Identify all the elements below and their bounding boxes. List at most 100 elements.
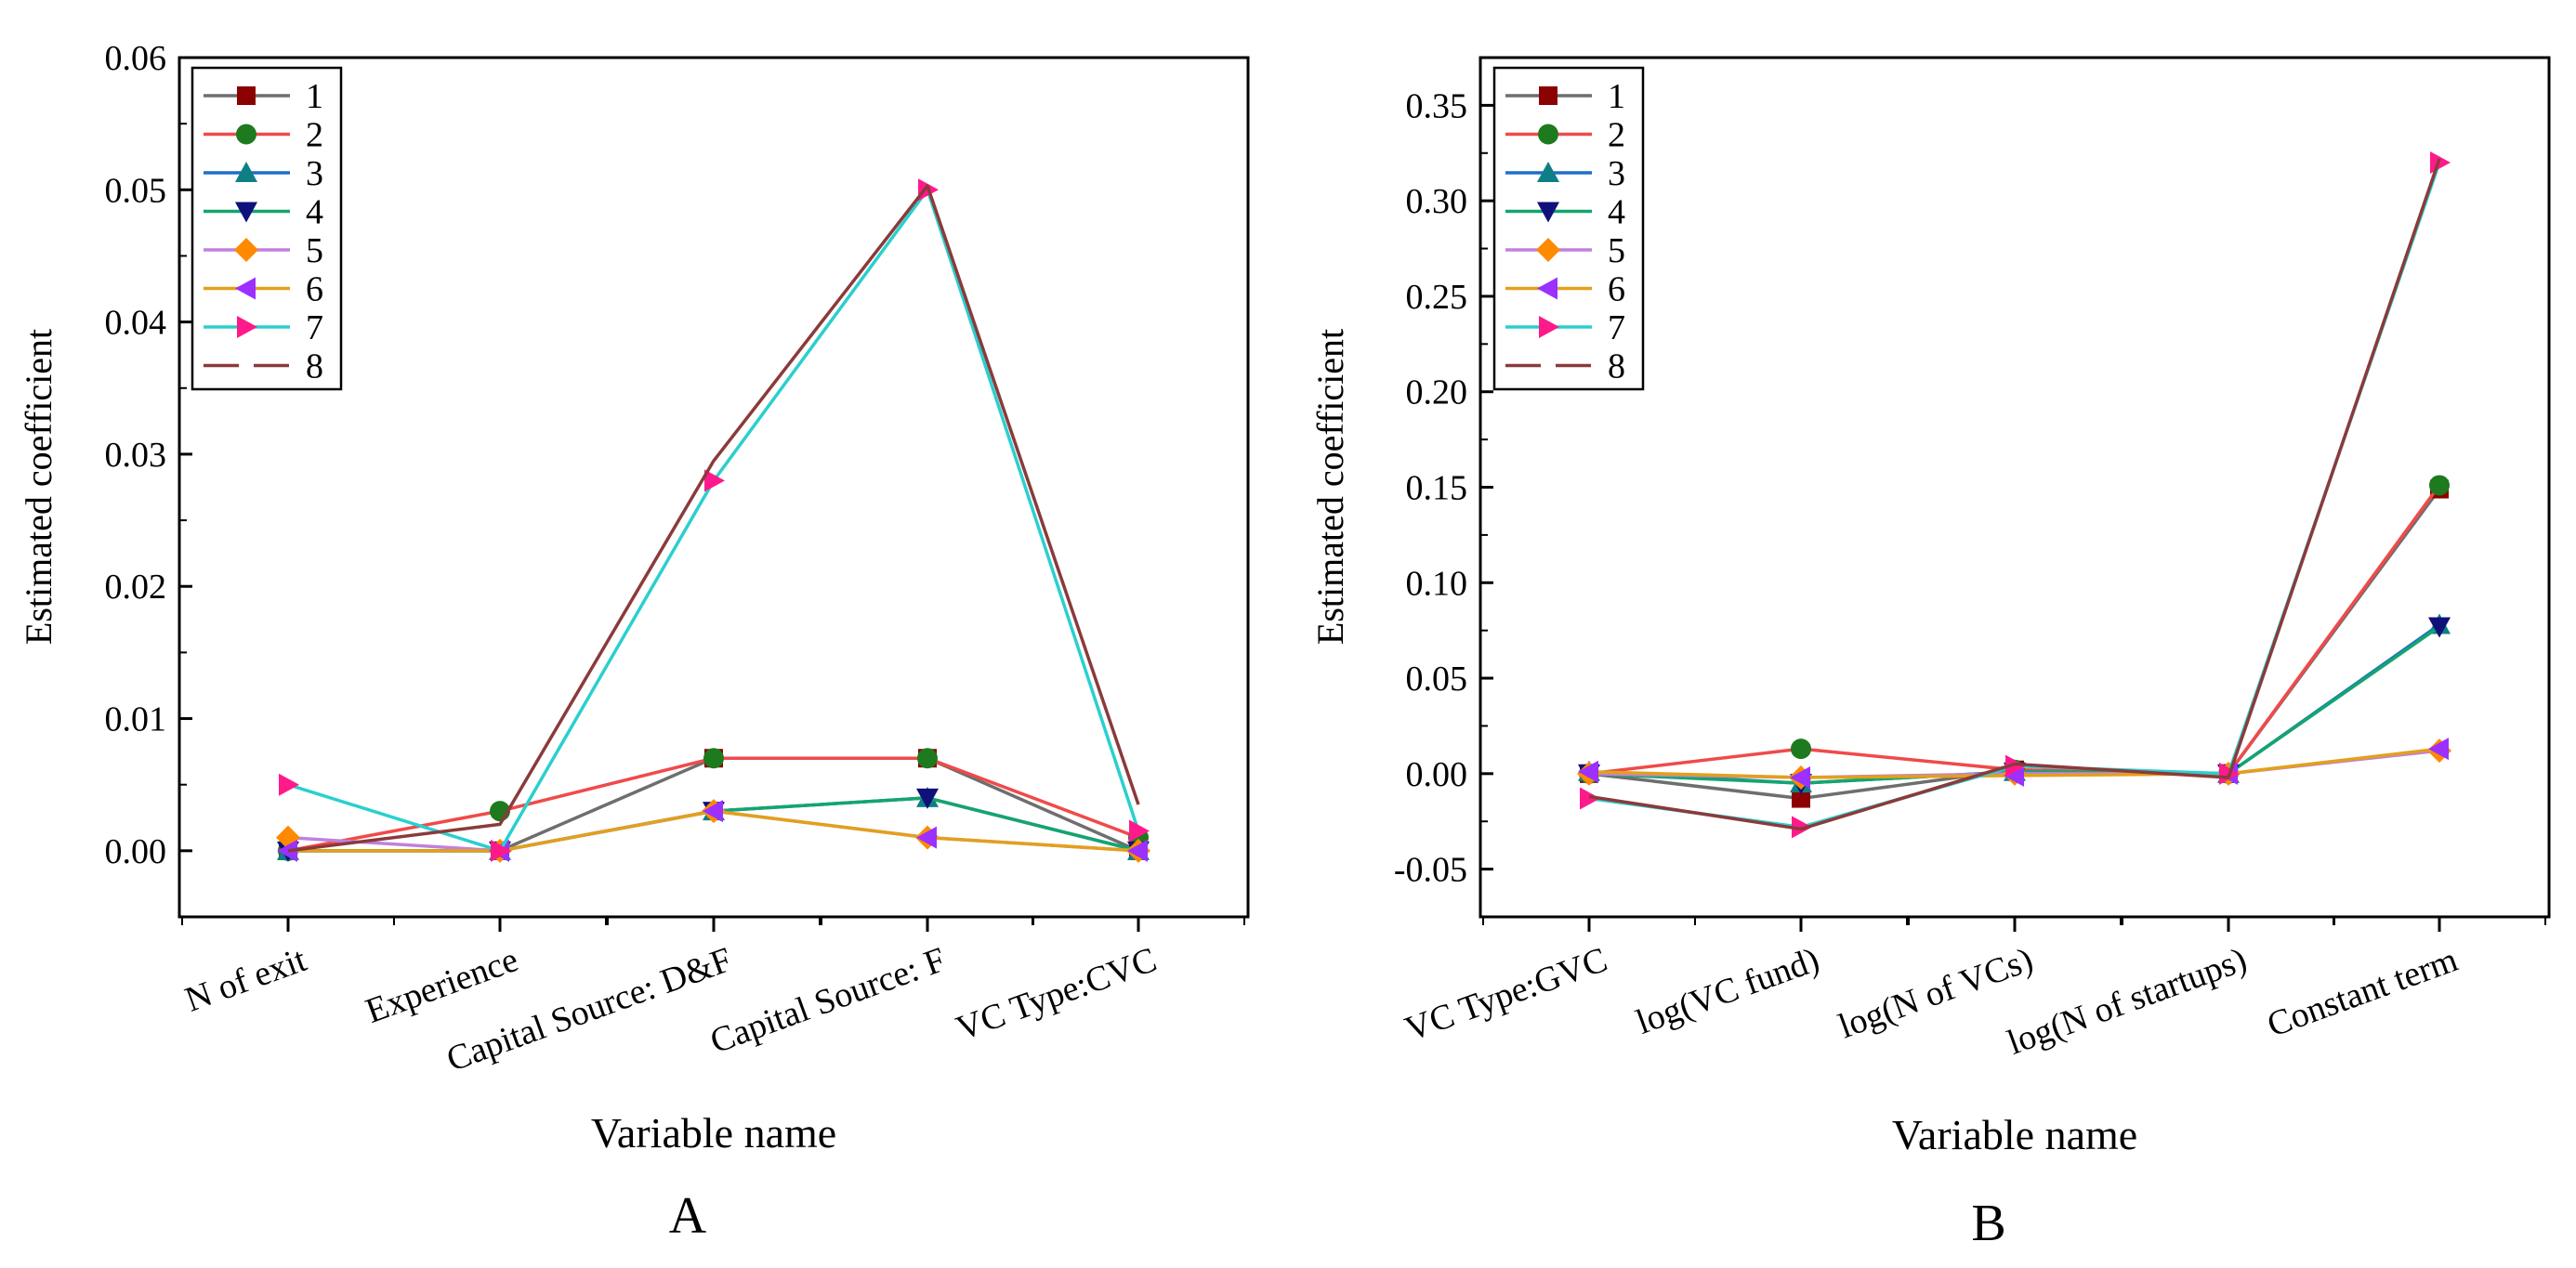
legend-marker: [235, 202, 257, 223]
legend-marker: [237, 316, 257, 338]
legend-marker: [235, 277, 256, 300]
legend-marker: [1538, 124, 1558, 145]
y-tick-label: 0.03: [105, 436, 167, 475]
x-tick-label: Constant term: [2262, 940, 2463, 1045]
data-point: [277, 839, 297, 862]
data-point: [917, 748, 938, 769]
legend-box: [191, 66, 343, 391]
y-tick-label: 0.06: [105, 39, 167, 78]
y-tick-label: 0.25: [1406, 278, 1468, 317]
y-tick-label: 0.04: [105, 304, 167, 343]
data-point: [1580, 787, 1600, 810]
data-point: [703, 748, 724, 769]
legend-marker: [237, 86, 256, 105]
legend-entry: 8: [204, 347, 323, 386]
legend-entry: 7: [1505, 308, 1625, 347]
data-point: [1127, 839, 1148, 862]
data-point: [916, 788, 939, 809]
panel-a: 0.00 0.01 0.02 0.03 0.04 0.05 0.06 N of exit Ex…: [18, 39, 1250, 1245]
y-tick-label: 0.01: [105, 700, 167, 739]
series-6: [277, 800, 1148, 862]
legend-entry: 6: [204, 270, 323, 309]
legend-entry: 8: [1505, 347, 1625, 386]
x-axis-b: VC Type:GVC log(VC fund) log(N of VCs)log(…: [1400, 917, 2546, 1063]
legend-label: 1: [306, 77, 323, 116]
panel-b: -0.05 0.00 0.05 0.10 0.15 0.20 0.25 0.30 0.35 VC…: [1309, 56, 2551, 1252]
legend-entry: 4: [1505, 193, 1625, 232]
series-line-8: [287, 184, 1140, 853]
series-line-7: [1588, 162, 2441, 830]
y-tick-label: 0.02: [105, 568, 167, 607]
legend-label: 4: [1608, 193, 1625, 232]
y-tick-label: 0.20: [1406, 373, 1468, 412]
panel-label-b: B: [1971, 1195, 2005, 1252]
y-axis-b: -0.05 0.00 0.05 0.10 0.15 0.20 0.25 0.30 0.35: [1394, 86, 1493, 890]
x-tick-label: log(VC fund): [1631, 940, 1824, 1042]
legend-label: 2: [1608, 116, 1625, 155]
panel-label-a: A: [669, 1187, 707, 1245]
series-8: [1588, 158, 2441, 831]
x-tick-label: log(N of startups): [2003, 940, 2252, 1063]
legend-label: 4: [306, 193, 323, 232]
legend-entry: 4: [204, 193, 323, 232]
data-point: [2005, 754, 2026, 778]
series-layer-a: [276, 178, 1150, 863]
data-point: [491, 839, 511, 862]
data-point: [2430, 151, 2451, 175]
data-point: [1791, 739, 1811, 760]
y-tick-label: 0.10: [1406, 564, 1468, 603]
data-point: [2428, 738, 2449, 761]
legend-marker: [1537, 162, 1559, 182]
y-tick-label: 0.15: [1406, 469, 1468, 508]
legend-marker: [236, 124, 256, 145]
legend-label: 5: [1608, 231, 1625, 270]
y-tick-label: 0.00: [105, 832, 167, 871]
data-point: [279, 773, 299, 796]
y-axis-label-b: Estimated coefficient: [1309, 329, 1351, 645]
data-point: [1129, 819, 1150, 843]
legend-label: 8: [1608, 347, 1625, 386]
legend-label: 8: [306, 347, 323, 386]
legend-label: 3: [306, 154, 323, 193]
legend-label: 5: [306, 231, 323, 270]
legend-entry: 1: [204, 77, 323, 116]
series-layer-b: [1577, 151, 2451, 839]
series-2: [1579, 475, 2450, 784]
legend-box: [1492, 66, 1645, 391]
legend-label: 7: [306, 308, 323, 347]
legend-marker: [1539, 316, 1559, 338]
legend-label: 6: [1608, 270, 1625, 309]
y-axis-label-a: Estimated coefficient: [18, 329, 59, 645]
data-point: [1790, 765, 1810, 789]
data-point: [703, 800, 723, 823]
y-tick-label: 0.35: [1406, 86, 1468, 125]
y-tick-label: -0.05: [1394, 851, 1467, 890]
legend-label: 7: [1608, 308, 1625, 347]
series-7: [279, 178, 1150, 862]
data-point: [1792, 789, 1810, 808]
data-point: [2428, 617, 2451, 638]
series-line-8: [1588, 158, 2441, 831]
x-tick-label: Capital Source: F: [705, 940, 951, 1061]
y-tick-label: 0.00: [1406, 755, 1468, 794]
series-8: [287, 184, 1140, 853]
legend-entry: 5: [204, 231, 323, 270]
legend-marker: [1537, 202, 1559, 223]
legend-marker: [235, 162, 257, 182]
y-axis-a: 0.00 0.01 0.02 0.03 0.04 0.05 0.06: [105, 39, 192, 871]
legend-entry: 6: [1505, 270, 1625, 309]
data-point: [704, 469, 725, 492]
legend-label: 6: [306, 270, 323, 309]
legend-entry: 7: [204, 308, 323, 347]
legend-entry: 5: [1505, 231, 1625, 270]
data-point: [1578, 760, 1598, 783]
legend-label: 1: [1608, 77, 1625, 116]
legend-marker: [1536, 238, 1560, 262]
x-tick-label: N of exit: [180, 940, 312, 1020]
data-point: [2429, 475, 2450, 496]
legend-entry: 3: [1505, 154, 1625, 193]
legend-entry: 3: [204, 154, 323, 193]
